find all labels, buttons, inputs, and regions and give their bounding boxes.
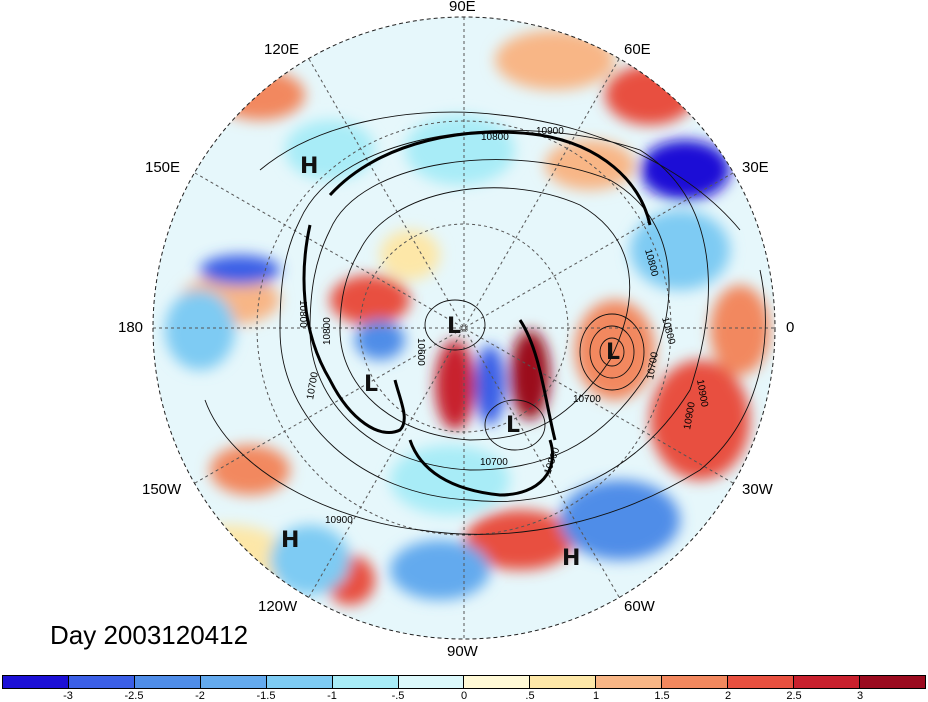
colorbar-segment bbox=[134, 676, 201, 688]
colorbar-tick-label: 2 bbox=[724, 690, 732, 702]
colorbar-tick-label: -2 bbox=[195, 690, 205, 702]
contour-label: 10900 bbox=[682, 401, 698, 431]
contour-label: 10900 bbox=[536, 126, 564, 137]
colorbar-tick-label: 1 bbox=[592, 690, 600, 702]
lon-label-120w: 120W bbox=[258, 598, 298, 615]
colorbar-segment bbox=[728, 676, 795, 688]
graticule bbox=[153, 17, 775, 639]
lon-label-60e: 60E bbox=[624, 41, 651, 58]
colorbar-tick-label: 0 bbox=[460, 690, 468, 702]
colorbar-tick-label: -3 bbox=[63, 690, 73, 702]
contour-label: 10900 bbox=[694, 379, 710, 409]
lon-label-90w: 90W bbox=[447, 643, 478, 660]
lon-label-30w: 30W bbox=[742, 481, 773, 498]
day-label: Day 2003120412 bbox=[50, 620, 249, 650]
colorbar-segment bbox=[200, 676, 267, 688]
lon-label-150e: 150E bbox=[145, 159, 181, 176]
colorbar-segment bbox=[398, 676, 465, 688]
low-pressure-marker: L bbox=[364, 372, 379, 397]
low-pressure-marker: L bbox=[447, 314, 462, 339]
contour-label: 10700 bbox=[305, 371, 321, 401]
lon-label-30e: 30E bbox=[742, 159, 769, 176]
height-contours bbox=[204, 111, 766, 535]
colorbar-tick-label: 1.5 bbox=[654, 690, 670, 702]
colorbar-tick-label: 2.5 bbox=[786, 690, 802, 702]
lon-label-0: 0 bbox=[786, 319, 795, 336]
colorbar-segment bbox=[794, 676, 860, 688]
colorbar-segment bbox=[266, 676, 333, 688]
colorbar bbox=[2, 675, 926, 689]
colorbar-tick-label: -2.5 bbox=[124, 690, 144, 702]
low-pressure-marker: L bbox=[506, 413, 521, 438]
contour-label: 10800 bbox=[297, 300, 308, 328]
bold-contours bbox=[302, 130, 652, 497]
map-boundary bbox=[152, 16, 776, 640]
low-pressure-marker: L bbox=[606, 340, 621, 365]
colorbar-tick-label: .5 bbox=[525, 690, 535, 702]
colorbar-segment bbox=[3, 676, 69, 688]
colorbar-segment bbox=[464, 676, 531, 688]
colorbar-tick-label: -1.5 bbox=[256, 690, 276, 702]
contour-label: 10700 bbox=[480, 457, 508, 468]
colorbar-segment bbox=[530, 676, 597, 688]
lon-label-180: 180 bbox=[118, 319, 144, 336]
lon-label-90e: 90E bbox=[449, 0, 476, 15]
colorbar-tick-label: -1 bbox=[327, 690, 337, 702]
colorbar-segment bbox=[662, 676, 729, 688]
contour-label: 10900 bbox=[325, 515, 353, 526]
contour-label: 10700 bbox=[645, 351, 661, 381]
colorbar-segment bbox=[859, 676, 925, 688]
lon-label-150w: 150W bbox=[142, 481, 182, 498]
colorbar-tick-label: -.5 bbox=[391, 690, 405, 702]
high-pressure-marker: H bbox=[281, 528, 300, 553]
contour-label-layer: 10800 10900 10800 10800 10700 10900 1070… bbox=[297, 126, 710, 526]
lon-label-60w: 60W bbox=[624, 598, 655, 615]
colorbar-segment bbox=[332, 676, 399, 688]
contour-label: 10700 bbox=[573, 394, 601, 405]
colorbar-segment bbox=[68, 676, 135, 688]
contour-label: 10800 bbox=[322, 317, 333, 345]
colorbar-tick-label: 3 bbox=[856, 690, 864, 702]
high-pressure-marker: H bbox=[562, 546, 581, 571]
high-pressure-marker: H bbox=[300, 154, 319, 179]
contour-label: 10800 bbox=[481, 132, 509, 143]
colorbar-segment bbox=[596, 676, 663, 688]
lon-label-120e: 120E bbox=[264, 41, 300, 58]
contour-label: 10600 bbox=[415, 338, 426, 366]
